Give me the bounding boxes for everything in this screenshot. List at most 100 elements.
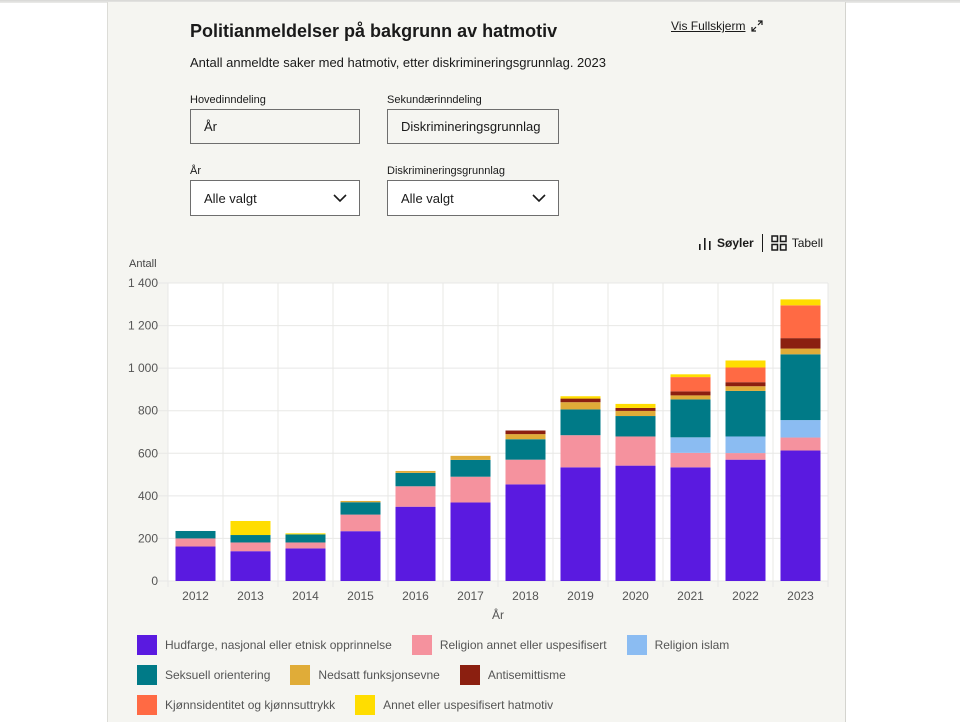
x-tick-label: 2017 xyxy=(457,589,484,603)
bar-segment xyxy=(670,395,711,400)
primary-division-field[interactable]: År xyxy=(190,109,360,144)
bar-segment xyxy=(505,434,546,440)
y-tick-label: 800 xyxy=(138,404,158,418)
bar-segment xyxy=(670,467,711,581)
bar-segment xyxy=(560,435,601,468)
bar-segment xyxy=(175,546,216,581)
fullscreen-label: Vis Fullskjerm xyxy=(671,19,746,33)
legend-label: Hudfarge, nasjonal eller etnisk opprinne… xyxy=(165,638,392,652)
bar-segment xyxy=(285,534,326,543)
bar-segment xyxy=(780,450,821,581)
legend-swatch xyxy=(137,665,157,685)
bars-view-label: Søyler xyxy=(717,236,754,250)
y-tick-label: 600 xyxy=(138,446,158,460)
year-filter-select[interactable]: Alle valgt xyxy=(190,180,360,216)
bar-segment xyxy=(780,354,821,421)
bar-segment xyxy=(780,299,821,306)
bar-segment xyxy=(670,437,711,453)
bar-segment xyxy=(615,465,656,581)
bar-segment xyxy=(780,348,821,355)
legend-item[interactable]: Nedsatt funksjonsevne xyxy=(290,665,440,685)
bar-segment xyxy=(725,390,766,437)
legend-label: Religion annet eller uspesifisert xyxy=(439,638,607,652)
legend-row: Seksuell orientering Nedsatt funksjonsevn… xyxy=(137,660,827,690)
bar-segment xyxy=(560,398,601,403)
bar-segment xyxy=(450,502,491,581)
bar-segment xyxy=(285,542,326,549)
x-tick-label: 2019 xyxy=(567,589,594,603)
x-tick-label: 2020 xyxy=(622,589,649,603)
legend-label: Religion islam xyxy=(654,638,730,652)
bar-segment xyxy=(450,476,491,503)
legend-item[interactable]: Seksuell orientering xyxy=(137,665,270,685)
legend-label: Nedsatt funksjonsevne xyxy=(318,668,440,682)
bar-segment xyxy=(450,455,491,460)
chart-subtitle: Antall anmeldte saker med hatmotiv, ette… xyxy=(190,55,606,70)
legend-item[interactable]: Hudfarge, nasjonal eller etnisk opprinne… xyxy=(137,635,392,655)
bar-segment xyxy=(505,439,546,460)
legend-item[interactable]: Religion annet eller uspesifisert xyxy=(411,635,607,655)
bar-segment xyxy=(285,548,326,581)
y-tick-label: 0 xyxy=(151,574,158,588)
bar-segment xyxy=(450,459,491,477)
bar-segment xyxy=(780,305,821,339)
bar-segment xyxy=(725,453,766,460)
bar-segment xyxy=(175,538,216,547)
legend-row: Hudfarge, nasjonal eller etnisk opprinne… xyxy=(137,630,827,660)
legend-item[interactable]: Religion islam xyxy=(626,635,730,655)
browser-top-edge xyxy=(0,0,960,3)
legend-item[interactable]: Antisemittisme xyxy=(459,665,566,685)
basis-filter-select[interactable]: Alle valgt xyxy=(387,180,559,216)
year-filter-label: År xyxy=(190,165,201,177)
toggle-divider xyxy=(761,234,763,252)
bars-view-button[interactable]: Søyler xyxy=(698,236,754,250)
x-axis-title: År xyxy=(492,607,504,622)
chart-legend: Hudfarge, nasjonal eller etnisk opprinne… xyxy=(137,630,827,720)
x-tick-label: 2012 xyxy=(182,589,209,603)
bar-segment xyxy=(670,399,711,438)
bar-segment xyxy=(780,338,821,349)
x-tick-label: 2014 xyxy=(292,589,319,603)
bar-segment xyxy=(615,436,656,466)
chart-title: Politianmeldelser på bakgrunn av hatmoti… xyxy=(190,21,558,41)
legend-label: Kjønnsidentitet og kjønnsuttrykk xyxy=(165,698,336,712)
bar-segment xyxy=(230,542,271,552)
bar-segment xyxy=(780,420,821,438)
year-filter-value: Alle valgt xyxy=(204,190,257,206)
y-tick-label: 400 xyxy=(138,489,158,503)
bar-segment xyxy=(340,502,381,515)
secondary-division-label: Sekundærinndeling xyxy=(387,94,482,106)
basis-filter-value: Alle valgt xyxy=(401,190,454,206)
legend-item[interactable]: Annet eller uspesifisert hatmotiv xyxy=(355,695,553,715)
view-toggle: Søyler Tabell xyxy=(698,234,823,252)
legend-swatch xyxy=(411,635,432,655)
fullscreen-link[interactable]: Vis Fullskjerm xyxy=(671,19,764,33)
chevron-down-icon xyxy=(532,193,546,202)
bar-segment xyxy=(615,410,656,417)
chevron-down-icon xyxy=(333,193,347,202)
bar-segment xyxy=(230,551,271,581)
bar-segment xyxy=(560,396,601,399)
x-tick-label: 2021 xyxy=(677,589,704,603)
bar-segment xyxy=(395,506,436,581)
secondary-division-value: Diskrimineringsgrunnlag xyxy=(401,119,541,134)
bar-segment xyxy=(780,437,821,451)
bar-segment xyxy=(505,459,546,485)
table-view-label: Tabell xyxy=(791,236,824,250)
bar-segment xyxy=(725,436,766,454)
bar-segment xyxy=(725,386,766,391)
bar-segment xyxy=(395,470,436,473)
legend-swatch xyxy=(137,635,157,655)
legend-swatch xyxy=(355,695,376,715)
bar-segment xyxy=(670,391,711,396)
secondary-division-field[interactable]: Diskrimineringsgrunnlag xyxy=(387,109,559,144)
expand-arrows-icon xyxy=(751,20,764,32)
table-view-button[interactable]: Tabell xyxy=(770,235,824,251)
y-axis-title: Antall xyxy=(129,258,157,270)
basis-filter-label: Diskrimineringsgrunnlag xyxy=(387,165,505,177)
legend-label: Antisemittisme xyxy=(487,668,566,682)
legend-item[interactable]: Kjønnsidentitet og kjønnsuttrykk xyxy=(137,695,335,715)
bar-segment xyxy=(560,409,601,436)
y-tick-label: 1 400 xyxy=(128,276,158,290)
